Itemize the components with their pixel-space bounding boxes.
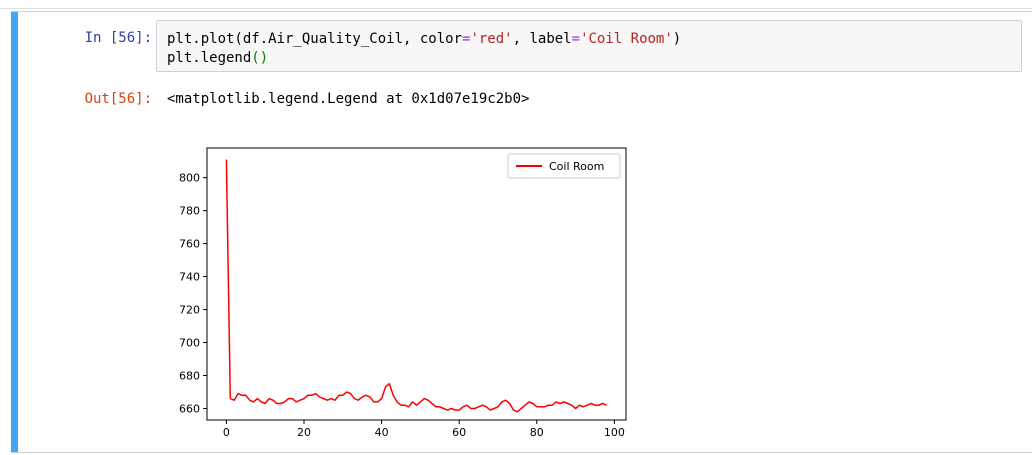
code-text[interactable]: plt.plot(df.Air_Quality_Coil, color='red… (167, 30, 681, 68)
code-line: plt.legend() (167, 49, 681, 68)
code-editor[interactable]: plt.plot(df.Air_Quality_Coil, color='red… (156, 20, 1022, 72)
series-line-coil-room (225, 159, 607, 413)
top-divider (0, 8, 1032, 9)
notebook-cell[interactable]: In [56]: plt.plot(df.Air_Quality_Coil, c… (11, 11, 1032, 453)
plot-output: 0 20 40 60 80 100 660 680 700 720 740 760 780 800 Coil… (161, 136, 641, 450)
code-token: plt.plot(df.Air_Quality_Coil, color (167, 31, 463, 47)
line-chart: 0 20 40 60 80 100 660 680 700 720 740 760 780 800 Coil… (179, 147, 627, 439)
y-tick-label: 740 (179, 271, 200, 284)
y-tick-label: 800 (179, 172, 200, 185)
y-tick-label: 720 (179, 304, 200, 317)
legend-box (507, 153, 621, 179)
code-line: plt.plot(df.Air_Quality_Coil, color='red… (167, 30, 681, 49)
legend-label: Coil Room (549, 160, 604, 173)
code-token: () (251, 50, 269, 66)
y-tick-label: 680 (179, 369, 200, 382)
output-prompt: Out[56]: (84, 91, 152, 107)
cell-selection-bar (11, 12, 18, 452)
code-token: ) (672, 31, 682, 47)
x-tick-label: 20 (297, 426, 311, 439)
code-token: = (571, 31, 581, 47)
y-tick-label: 660 (179, 402, 200, 415)
x-tick-label: 60 (452, 426, 466, 439)
x-tick-label: 40 (375, 426, 389, 439)
input-prompt: In [56]: (84, 30, 152, 46)
code-token: , label (512, 31, 572, 47)
x-tick-label: 0 (223, 426, 230, 439)
x-tick-label: 100 (604, 426, 625, 439)
plot-frame (206, 147, 627, 421)
x-tick-label: 80 (530, 426, 544, 439)
y-tick-label: 780 (179, 205, 200, 218)
code-token: 'Coil Room' (580, 31, 673, 47)
code-token: = (462, 31, 471, 47)
code-token: plt.legend (167, 50, 252, 66)
y-tick-label: 760 (179, 238, 200, 251)
y-tick-label: 700 (179, 337, 200, 350)
code-token: 'red' (470, 31, 513, 47)
output-text: <matplotlib.legend.Legend at 0x1d07e19c2… (167, 91, 530, 107)
